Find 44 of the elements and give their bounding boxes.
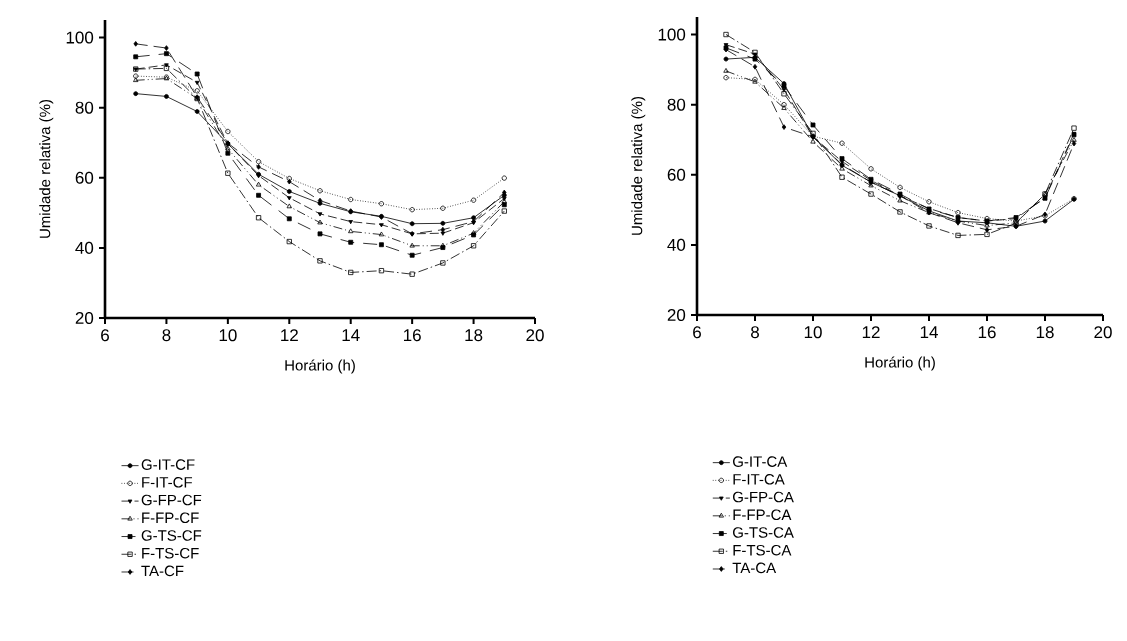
y-tick-label: 20 bbox=[75, 311, 94, 325]
x-tick-label: 6 bbox=[693, 326, 701, 339]
y-tick-label: 40 bbox=[75, 241, 94, 254]
y-axis-title: Umidade relativa (%) bbox=[631, 96, 646, 235]
legend-label: G-TS-CA bbox=[733, 527, 794, 538]
x-tick-label: 8 bbox=[162, 329, 171, 342]
x-axis-title: Horário (h) bbox=[285, 359, 355, 374]
x-tick-label: 20 bbox=[1094, 326, 1112, 339]
legend-label: F-TS-CF bbox=[142, 547, 199, 559]
x-tick-label: 18 bbox=[1036, 326, 1054, 339]
x-tick-label: 20 bbox=[526, 329, 544, 342]
x-tick-label: 10 bbox=[804, 326, 822, 339]
y-tick-label: 80 bbox=[75, 101, 94, 114]
y-axis-title: Umidade relativa (%) bbox=[39, 99, 54, 238]
y-tick-label: 60 bbox=[75, 171, 94, 184]
legend-label: G-FP-CA bbox=[733, 491, 794, 503]
legend-label: G-FP-CF bbox=[141, 494, 202, 506]
y-tick-label: 60 bbox=[667, 168, 686, 181]
legend-label: G-IT-CF bbox=[141, 459, 195, 470]
legend-label: G-IT-CA bbox=[733, 456, 788, 467]
legend-label: G-TS-CF bbox=[141, 530, 202, 541]
x-axis-title: Horário (h) bbox=[865, 356, 935, 371]
x-tick-label: 14 bbox=[920, 326, 938, 338]
x-tick-label: 16 bbox=[978, 326, 996, 339]
x-tick-label: 16 bbox=[404, 329, 421, 342]
y-tick-label: 80 bbox=[667, 98, 686, 111]
y-tick-label: 100 bbox=[658, 28, 686, 41]
y-tick-label: 40 bbox=[667, 238, 686, 251]
x-tick-label: 12 bbox=[862, 326, 880, 339]
x-tick-label: 14 bbox=[342, 329, 360, 341]
y-tick-label: 100 bbox=[66, 31, 94, 44]
legend-label: F-IT-CA bbox=[733, 474, 785, 485]
y-tick-label: 20 bbox=[667, 308, 686, 322]
legend-label: TA-CF bbox=[141, 565, 184, 577]
legend-label: F-IT-CF bbox=[142, 477, 193, 488]
x-tick-label: 10 bbox=[219, 329, 237, 342]
legend-label: F-FP-CF bbox=[142, 512, 199, 524]
x-tick-label: 18 bbox=[465, 329, 483, 342]
x-tick-label: 6 bbox=[101, 329, 109, 342]
legend-label: TA-CA bbox=[732, 562, 777, 574]
x-tick-label: 12 bbox=[281, 329, 298, 342]
legend-label: F-FP-CA bbox=[733, 509, 792, 521]
x-tick-label: 8 bbox=[751, 326, 759, 339]
legend-label: F-TS-CA bbox=[733, 544, 792, 556]
